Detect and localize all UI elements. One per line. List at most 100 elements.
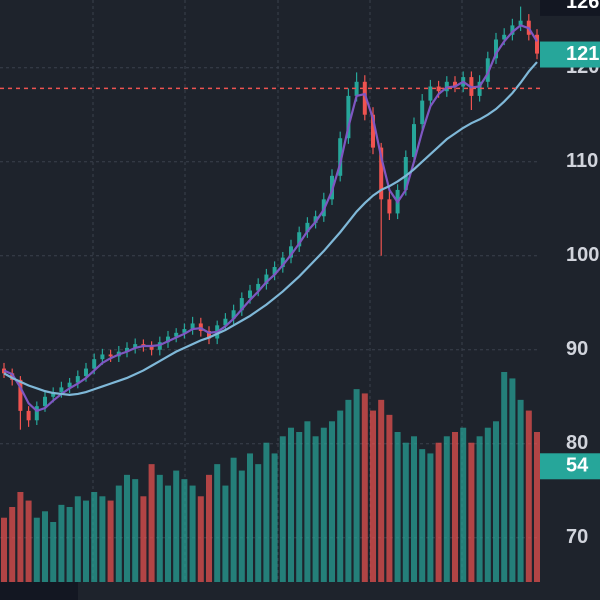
volume-bar <box>509 378 516 582</box>
candle-body <box>256 283 261 291</box>
volume-bar <box>33 517 40 582</box>
volume-bar <box>66 507 73 582</box>
candle-body <box>92 359 97 369</box>
candle-body <box>510 25 515 35</box>
volume-bar <box>402 442 409 582</box>
moving-average <box>3 61 538 397</box>
volume-bar <box>386 414 393 582</box>
volume-bar <box>501 372 508 582</box>
candle-body <box>51 392 56 397</box>
volume-bar <box>378 399 385 582</box>
volume-bar <box>279 436 286 582</box>
volume-bar <box>468 442 475 582</box>
volume-bar <box>115 485 122 582</box>
candle-body <box>420 100 425 125</box>
candle-body <box>518 20 523 26</box>
candle-body <box>133 344 138 348</box>
candle-body <box>223 318 228 326</box>
volume-bar <box>25 500 32 582</box>
volume-bar <box>230 457 237 582</box>
volume-bar <box>534 432 540 582</box>
candle-body <box>166 336 170 343</box>
candle-body <box>174 332 179 337</box>
candle-body <box>84 368 88 377</box>
volume-bar <box>296 432 303 582</box>
volume-bar <box>337 410 344 582</box>
candle-body <box>18 379 23 411</box>
volume-bar <box>1 517 7 582</box>
price-tag: 121.4 <box>566 43 600 65</box>
volume-bar <box>271 453 278 582</box>
candle-body <box>239 298 244 311</box>
volume-bar <box>353 389 360 582</box>
volume-bar <box>206 474 212 582</box>
candle-body <box>412 124 416 158</box>
volume-bar <box>435 442 442 582</box>
volume-bar <box>411 436 417 582</box>
volume-bar <box>9 507 16 582</box>
candle-body <box>387 199 392 214</box>
volume-bar <box>320 427 327 582</box>
volume-bar <box>247 453 253 582</box>
volume-bar <box>312 436 319 582</box>
volume-bar <box>394 432 401 582</box>
price-tag-bg <box>540 41 600 68</box>
volume-bar <box>288 427 294 582</box>
volume-tag-bg <box>540 453 600 480</box>
volume-bar <box>329 421 335 582</box>
volume-bar <box>173 470 180 582</box>
volume-bar <box>124 474 130 582</box>
volume-bar <box>263 442 270 582</box>
candle-body <box>477 81 482 96</box>
volume-bar <box>427 453 434 582</box>
volume-bar <box>476 436 483 582</box>
volume-bar <box>443 436 450 582</box>
volume-bar <box>107 500 114 582</box>
candle-body <box>428 86 433 101</box>
candle-body <box>149 346 154 350</box>
candle-body <box>231 310 236 319</box>
time-grid <box>92 0 463 582</box>
candle-body <box>280 257 285 268</box>
candle-body <box>108 354 113 357</box>
candle-body <box>10 373 15 380</box>
volume-bar <box>484 427 491 582</box>
candle-body <box>67 382 72 388</box>
volume-bar <box>222 485 229 582</box>
volume-bar <box>370 410 376 582</box>
high-tag: 126.9 <box>566 0 600 13</box>
candle-body <box>182 329 187 333</box>
volume-bar <box>83 500 89 582</box>
y-tick-label: 80 <box>566 432 588 454</box>
candle-body <box>272 267 277 275</box>
candle-body <box>207 330 211 339</box>
volume-bar <box>255 464 262 582</box>
candle-body <box>297 232 302 247</box>
volume-bar <box>345 399 352 582</box>
candle-body <box>502 34 507 40</box>
high-tag-bg <box>540 0 600 16</box>
volume-bar <box>156 474 163 582</box>
candle-body <box>354 81 359 96</box>
volume-bar <box>181 479 188 582</box>
candle-body <box>494 39 498 59</box>
y-tick-label: 70 <box>566 526 588 548</box>
volume-bar <box>91 492 98 582</box>
candle-body <box>485 58 490 82</box>
volume-bar <box>42 511 48 582</box>
volume-bar <box>238 470 245 582</box>
candle-body <box>125 347 129 352</box>
candle-body <box>313 216 318 223</box>
volume-bar <box>99 496 106 582</box>
volume-bar <box>525 410 532 582</box>
candle-body <box>34 406 39 421</box>
volume-bar <box>58 504 65 582</box>
volume-bar <box>140 496 147 582</box>
volume-bar <box>74 496 81 582</box>
volume-bar <box>197 496 204 582</box>
candle-body <box>264 274 269 284</box>
candle-body <box>362 81 367 115</box>
candle-body <box>436 86 441 92</box>
volume-bar <box>132 479 139 582</box>
